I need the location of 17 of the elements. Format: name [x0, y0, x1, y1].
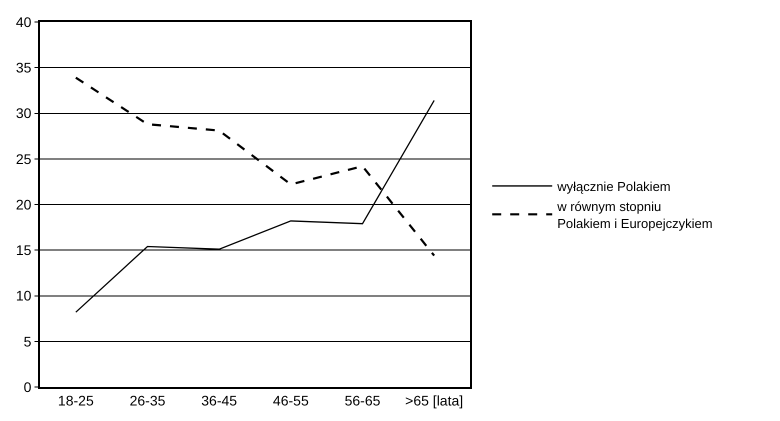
x-tick-label: 36-45	[201, 392, 238, 409]
y-tick-label: 10	[16, 288, 32, 304]
y-tick-label: 20	[16, 196, 32, 212]
legend-label: wyłącznie Polakiem	[556, 179, 671, 194]
x-tick-label: >65 [lata]	[405, 392, 464, 409]
y-tick-label: 0	[24, 378, 32, 395]
x-tick-label: 18-25	[58, 392, 94, 409]
y-tick-label: 25	[16, 150, 32, 167]
y-tick-label: 15	[16, 242, 32, 258]
x-tick-label: 26-35	[130, 392, 166, 409]
y-tick-label: 5	[24, 333, 32, 350]
x-tick-label: 46-55	[272, 392, 309, 409]
y-tick-label: 40	[16, 14, 32, 30]
y-tick-label: 30	[16, 105, 32, 122]
y-tick-label: 35	[16, 60, 32, 76]
x-tick-label: 56-65	[344, 392, 381, 409]
legend-label: w równym stopniu Polakiem i Europejczykiem	[556, 198, 713, 231]
